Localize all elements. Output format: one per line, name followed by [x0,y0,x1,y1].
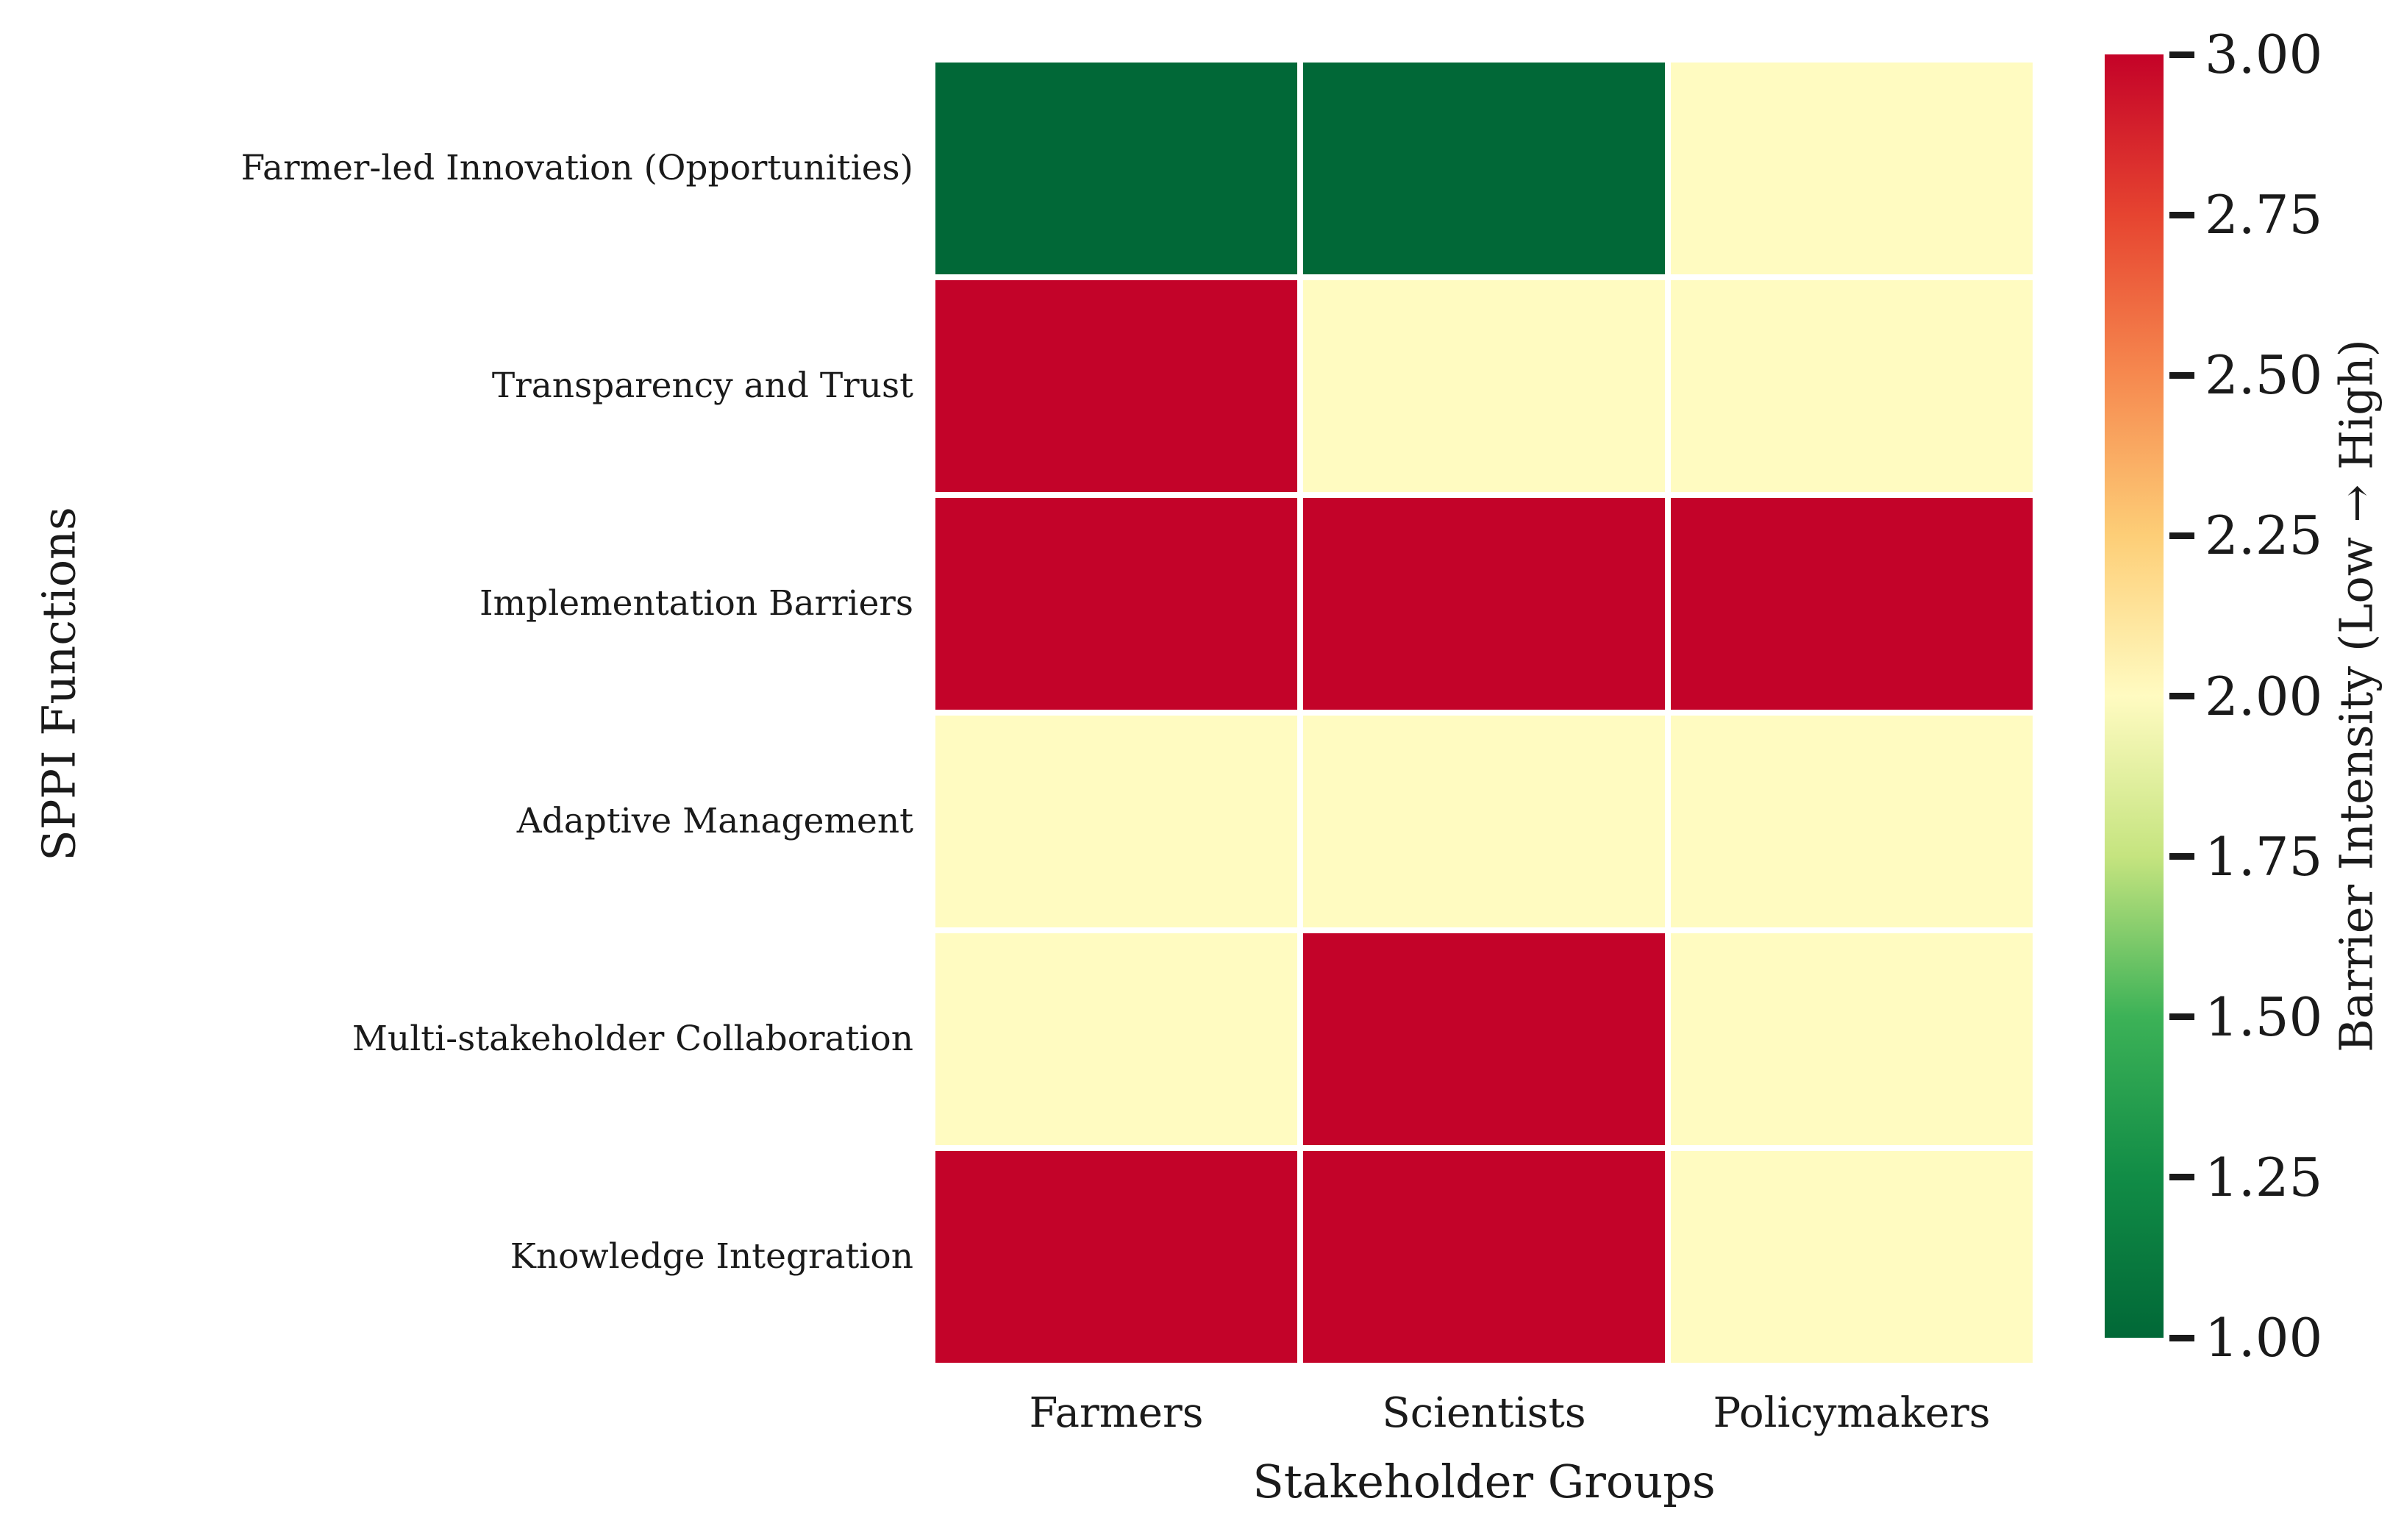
colorbar-tick-label: 1.00 [2205,1307,2323,1369]
colorbar-tick-label: 2.00 [2205,665,2323,727]
heatmap-cell [1303,280,1665,492]
heatmap-cell [935,1151,1297,1363]
heatmap-cell [1671,1151,2033,1363]
heatmap-cell [1671,933,2033,1145]
colorbar-tick-label: 2.50 [2205,344,2323,407]
heatmap-cell [935,498,1297,710]
x-axis-label: Stakeholder Groups [1252,1455,1716,1508]
colorbar-label: Barrier Intensity (Low → High) [2329,339,2383,1052]
heatmap-cell [935,716,1297,927]
colorbar-tick-mark [2169,1174,2194,1181]
heatmap-cell [1303,716,1665,927]
row-label: Transparency and Trust [491,366,913,406]
row-label: Multi-stakeholder Collaboration [352,1019,913,1059]
row-label: Knowledge Integration [510,1236,913,1277]
heatmap-cell [1303,1151,1665,1363]
colorbar-tick-mark [2169,211,2194,218]
heatmap-cell [1303,498,1665,710]
heatmap-cell [1671,63,2033,274]
colorbar-tick-mark [2169,371,2194,379]
colorbar-tick-mark [2169,1013,2194,1021]
colorbar-tick-label: 2.75 [2205,184,2323,246]
colorbar-tick-mark [2169,532,2194,539]
heatmap-cell [935,280,1297,492]
heatmap-grid [935,63,2033,1363]
colorbar-tick-label: 2.25 [2205,505,2323,567]
colorbar-tick-label: 1.25 [2205,1146,2323,1208]
heatmap-cell [1671,498,2033,710]
col-label: Farmers [1029,1389,1204,1437]
colorbar-tick-label: 1.75 [2205,825,2323,888]
colorbar-tick-mark [2169,693,2194,699]
row-label: Adaptive Management [516,801,913,841]
heatmap-cell [935,63,1297,274]
colorbar-tick-mark [2169,1334,2194,1341]
colorbar-gradient [2105,54,2164,1338]
row-label: Implementation Barriers [479,583,913,624]
colorbar-tick-mark [2169,51,2194,58]
heatmap-cell [935,933,1297,1145]
heatmap-cell [1303,933,1665,1145]
row-label: Farmer-led Innovation (Opportunities) [240,148,913,188]
heatmap-cell [1671,716,2033,927]
colorbar-tick-label: 3.00 [2205,24,2323,85]
col-label: Scientists [1382,1389,1586,1437]
heatmap-cell [1671,280,2033,492]
col-label: Policymakers [1713,1389,1991,1437]
colorbar-tick-mark [2169,853,2194,860]
heatmap-cell [1303,63,1665,274]
colorbar-tick-label: 1.50 [2205,985,2323,1048]
